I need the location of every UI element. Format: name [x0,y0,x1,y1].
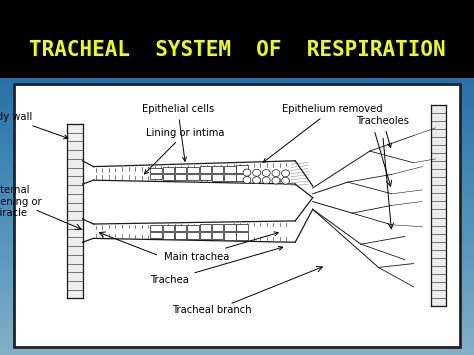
Circle shape [282,170,290,177]
Text: TRACHEAL  SYSTEM  OF  RESPIRATION: TRACHEAL SYSTEM OF RESPIRATION [29,40,445,60]
Text: Epithelium removed: Epithelium removed [263,104,383,162]
Bar [151,168,162,173]
Circle shape [262,169,270,176]
Bar [163,225,174,231]
Bar [175,232,186,239]
Text: Trachea: Trachea [151,246,283,285]
Bar [200,174,211,180]
Bar [200,232,211,239]
Circle shape [272,170,280,177]
Bar [187,166,199,173]
Bar [187,232,199,239]
Circle shape [282,177,290,184]
Bar [200,224,211,231]
Bar [151,174,162,179]
Circle shape [253,169,261,176]
Bar [187,224,199,231]
Circle shape [262,177,270,184]
Circle shape [253,177,261,184]
Text: Body wall: Body wall [0,112,68,139]
Bar [151,225,162,231]
Bar [224,165,236,173]
Text: Tracheal branch: Tracheal branch [173,305,252,315]
Text: Tracheoles: Tracheoles [356,116,410,147]
Bar [237,224,248,231]
Text: Epithelial cells: Epithelial cells [142,104,214,161]
Bar [200,166,211,173]
Text: Lining or intima: Lining or intima [145,127,225,174]
Bar [163,167,174,173]
Bar [212,166,223,173]
Bar [224,174,236,181]
Bar [237,232,248,240]
Bar [212,174,223,181]
Bar [224,224,236,231]
Bar [187,174,199,180]
Text: External
opening or
spiracle: External opening or spiracle [0,185,42,218]
Circle shape [243,176,251,184]
Bar [212,224,223,231]
Bar [151,232,162,238]
Circle shape [243,169,251,176]
Bar [212,232,223,240]
Circle shape [272,177,280,184]
Bar [175,174,186,180]
Bar [224,232,236,240]
Text: Main trachea: Main trachea [164,232,278,262]
Bar [163,174,174,180]
Bar [175,225,186,231]
Bar [237,165,248,173]
Bar [163,232,174,239]
Bar [175,167,186,173]
Bar [237,174,248,181]
